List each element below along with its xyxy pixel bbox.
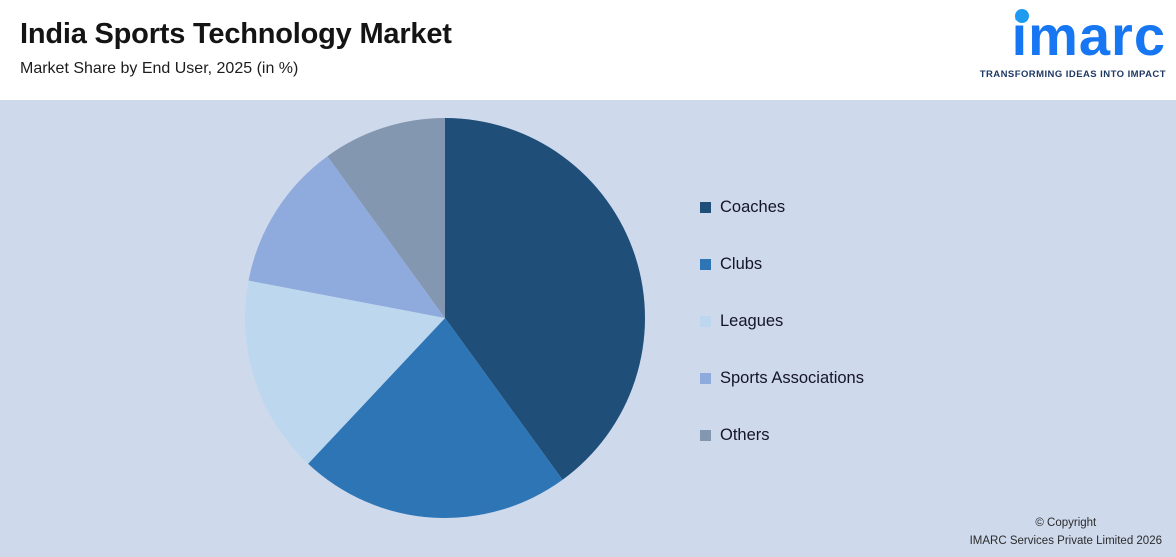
pie-slice-leagues bbox=[245, 280, 445, 464]
legend-swatch bbox=[700, 201, 711, 213]
header: India Sports Technology Market Market Sh… bbox=[0, 0, 1176, 100]
company-line: IMARC Services Private Limited 2026 bbox=[969, 535, 1162, 548]
legend-label: Sports Associations bbox=[720, 368, 864, 387]
chart-legend: Coaches Clubs Leagues Sports Associations Ot… bbox=[700, 196, 864, 481]
page-subtitle: Market Share by End User, 2025 (in %) bbox=[20, 60, 299, 77]
legend-swatch bbox=[700, 429, 711, 441]
legend-label: Leagues bbox=[720, 311, 784, 330]
legend-item: Others bbox=[700, 424, 864, 446]
legend-item: Coaches bbox=[700, 196, 864, 218]
legend-label: Coaches bbox=[720, 197, 786, 216]
legend-label: Clubs bbox=[720, 254, 763, 273]
legend-swatch bbox=[700, 372, 711, 384]
legend-item: Leagues bbox=[700, 310, 864, 332]
footer: © Copyright IMARC Services Private Limit… bbox=[970, 515, 1162, 551]
pie-chart-svg bbox=[245, 118, 645, 518]
legend-item: Clubs bbox=[700, 253, 864, 275]
legend-swatch bbox=[700, 258, 711, 270]
legend-swatch bbox=[700, 315, 711, 327]
copyright-line: © Copyright bbox=[1035, 517, 1097, 530]
pie-slice-others bbox=[327, 118, 445, 318]
logo-dot-icon bbox=[1014, 9, 1029, 23]
logo-tagline: TRANSFORMING IDEAS INTO IMPACT bbox=[979, 69, 1166, 80]
logo-wordmark-wrap: imarc bbox=[1012, 8, 1166, 64]
logo-wordmark: imarc bbox=[1011, 4, 1166, 67]
pie-slice-sports-associations bbox=[248, 156, 445, 318]
pie-slice-coaches bbox=[445, 118, 645, 480]
imarc-logo: imarc TRANSFORMING IDEAS INTO IMPACT bbox=[979, 8, 1166, 81]
page-title: India Sports Technology Market bbox=[20, 18, 452, 50]
legend-label: Others bbox=[720, 425, 770, 444]
pie-slice-clubs bbox=[308, 318, 563, 518]
legend-item: Sports Associations bbox=[700, 367, 864, 389]
pie-chart bbox=[245, 118, 645, 518]
